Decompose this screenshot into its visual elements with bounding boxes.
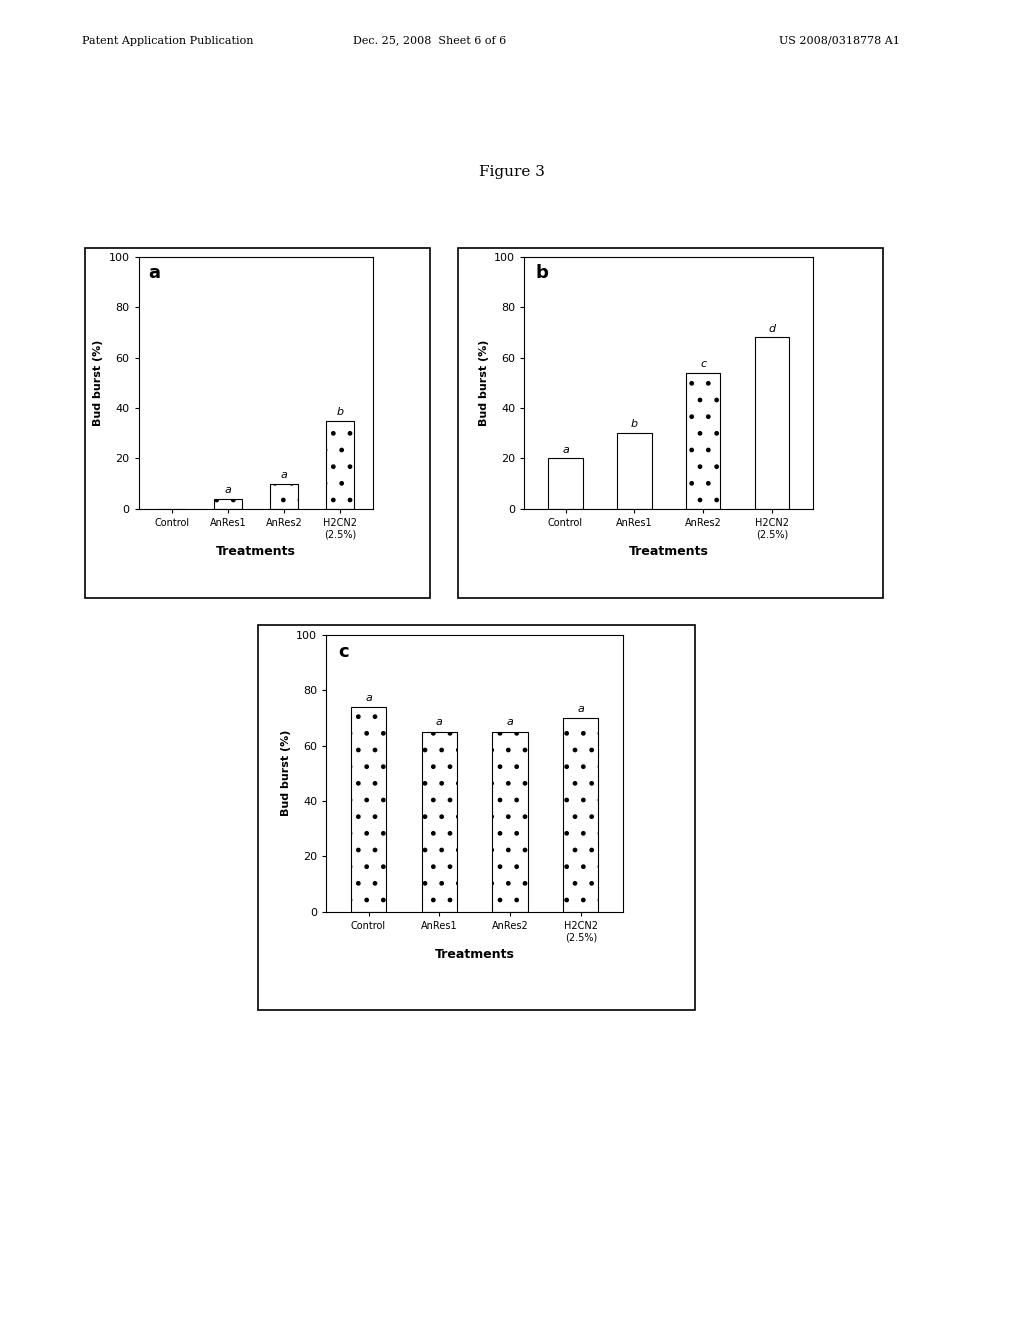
- Text: c: c: [700, 359, 707, 368]
- Y-axis label: Bud burst (%): Bud burst (%): [281, 730, 291, 816]
- X-axis label: Treatments: Treatments: [216, 545, 296, 558]
- Text: Figure 3: Figure 3: [479, 165, 545, 180]
- Bar: [351, 706, 386, 912]
- Y-axis label: Bud burst (%): Bud burst (%): [478, 339, 488, 426]
- Bar: [548, 458, 583, 508]
- Bar: [563, 718, 598, 912]
- Y-axis label: Bud burst (%): Bud burst (%): [93, 339, 103, 426]
- Bar: [755, 338, 790, 508]
- Text: a: a: [578, 704, 585, 714]
- Text: d: d: [768, 323, 775, 334]
- Text: a: a: [562, 445, 569, 454]
- Text: b: b: [336, 407, 343, 417]
- X-axis label: Treatments: Treatments: [435, 948, 515, 961]
- Bar: [617, 433, 651, 508]
- Text: c: c: [338, 643, 348, 661]
- Text: Dec. 25, 2008  Sheet 6 of 6: Dec. 25, 2008 Sheet 6 of 6: [353, 36, 507, 46]
- Text: a: a: [436, 718, 442, 727]
- Bar: [422, 731, 457, 912]
- Text: US 2008/0318778 A1: US 2008/0318778 A1: [779, 36, 900, 46]
- Text: a: a: [281, 470, 288, 479]
- Text: a: a: [507, 718, 513, 727]
- Text: b: b: [536, 264, 549, 282]
- Text: a: a: [366, 693, 372, 702]
- Text: a: a: [224, 484, 231, 495]
- Text: b: b: [631, 420, 638, 429]
- X-axis label: Treatments: Treatments: [629, 545, 709, 558]
- Bar: [686, 372, 720, 508]
- Text: Patent Application Publication: Patent Application Publication: [82, 36, 253, 46]
- Bar: [326, 421, 354, 508]
- Bar: [270, 483, 298, 508]
- Bar: [493, 731, 527, 912]
- Bar: [214, 499, 242, 508]
- Text: a: a: [148, 264, 160, 282]
